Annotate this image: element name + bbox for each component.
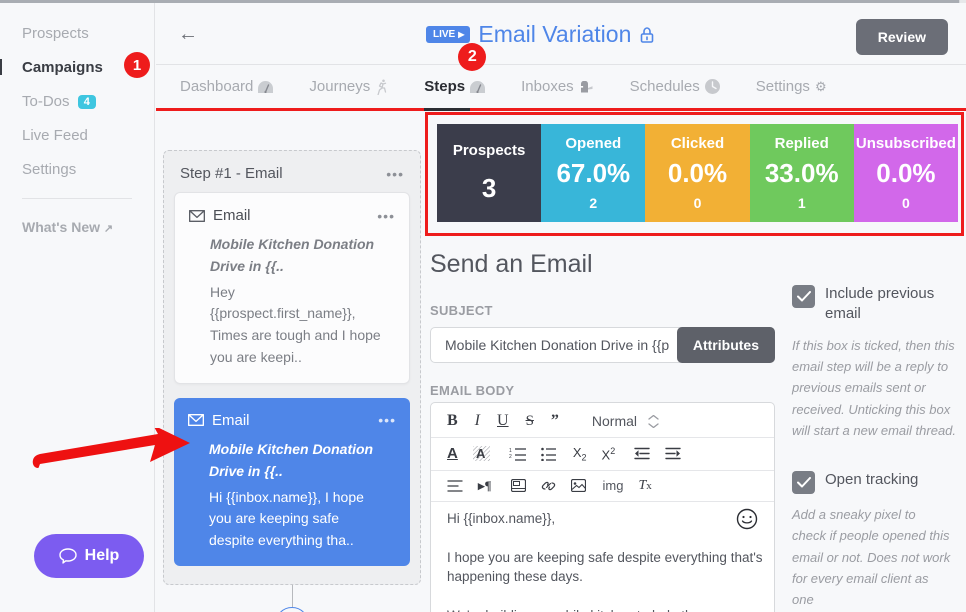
svg-text:2: 2 (509, 454, 512, 460)
svg-text:A: A (476, 446, 486, 461)
